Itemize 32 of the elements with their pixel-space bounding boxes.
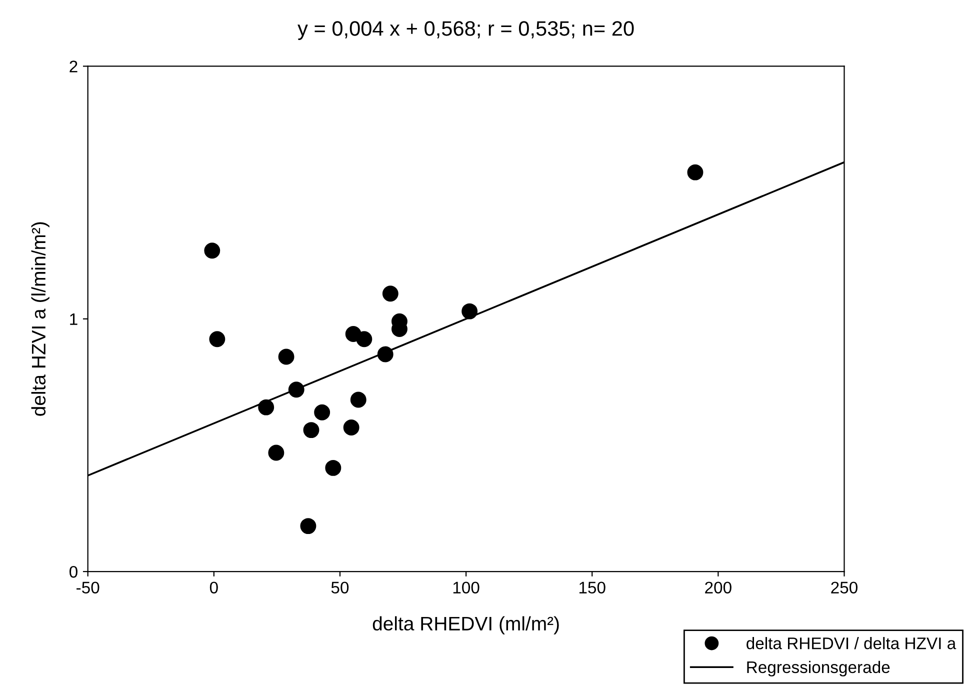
point <box>278 348 294 365</box>
point <box>209 331 226 348</box>
point <box>325 460 342 476</box>
point <box>303 422 320 438</box>
chart-title: y = 0,004 x + 0,568; r = 0,535; n= 20 <box>298 21 634 40</box>
y-tick-label: 0 <box>70 566 78 578</box>
x-tick-label: 0 <box>210 582 218 594</box>
point <box>268 444 284 461</box>
point <box>288 382 304 398</box>
x-tick-label: -50 <box>76 582 100 594</box>
x-tick-label: 150 <box>579 582 606 594</box>
point <box>314 404 330 420</box>
point <box>300 518 316 534</box>
x-tick-label: 100 <box>453 582 480 594</box>
point <box>350 392 366 408</box>
x-tick-label: 250 <box>831 582 858 594</box>
legend-label: delta RHEDVI / delta HZVI a <box>746 637 956 650</box>
x-tick-label: 50 <box>331 582 349 594</box>
legend-label: Regressionsgerade <box>747 660 890 676</box>
x-axis-title: delta RHEDVI (ml/m²) <box>372 616 559 634</box>
y-tick-label: 2 <box>70 60 78 72</box>
point <box>343 420 360 436</box>
y-axis-title: delta HZVI a (l/min/m²) <box>31 222 50 416</box>
point <box>356 331 372 348</box>
point <box>258 399 274 416</box>
point <box>204 242 220 259</box>
y-tick-label: 1 <box>70 313 78 325</box>
point <box>462 303 478 320</box>
point <box>687 164 704 180</box>
x-tick-label: 200 <box>705 582 732 594</box>
point <box>377 346 394 362</box>
point <box>382 286 398 302</box>
